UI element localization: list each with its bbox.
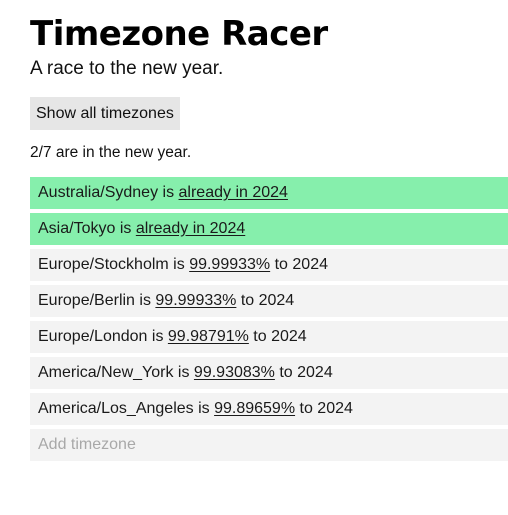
timezone-row: Asia/Tokyo is already in 2024 <box>30 213 508 245</box>
timezone-row: America/Los_Angeles is 99.89659% to 2024 <box>30 393 508 425</box>
timezone-list: Australia/Sydney is already in 2024 Asia… <box>30 177 508 461</box>
timezone-row: Europe/Stockholm is 99.99933% to 2024 <box>30 249 508 281</box>
add-timezone-input[interactable] <box>30 429 508 461</box>
timezone-name: Australia/Sydney <box>38 184 159 201</box>
timezone-progress: 99.93083% <box>193 364 275 381</box>
timezone-progress: 99.98791% <box>167 328 249 345</box>
timezone-row: Europe/London is 99.98791% to 2024 <box>30 321 508 353</box>
timezone-status: already in 2024 <box>178 184 288 201</box>
timezone-connector: is <box>134 292 156 309</box>
timezone-connector: is <box>115 220 136 237</box>
timezone-name: Europe/London <box>38 328 148 345</box>
timezone-name: America/Los_Angeles <box>38 400 194 417</box>
page-title: Timezone Racer <box>30 14 328 54</box>
timezone-name: Europe/Stockholm <box>38 256 169 273</box>
timezone-name: America/New_York <box>38 364 174 381</box>
timezone-suffix: to 2024 <box>295 400 353 417</box>
page: Timezone Racer A race to the new year. S… <box>30 14 508 461</box>
timezone-name: Europe/Berlin <box>38 292 135 309</box>
timezone-row: America/New_York is 99.93083% to 2024 <box>30 357 508 389</box>
timezone-row: Australia/Sydney is already in 2024 <box>30 177 508 209</box>
timezone-connector: is <box>158 184 179 201</box>
timezone-suffix: to 2024 <box>248 328 307 345</box>
timezone-connector: is <box>193 400 215 417</box>
timezone-suffix: to 2024 <box>274 364 333 381</box>
timezone-status: already in 2024 <box>135 220 246 237</box>
timezone-connector: is <box>147 328 168 345</box>
progress-summary: 2/7 are in the new year. <box>30 144 192 161</box>
timezone-progress: 99.99933% <box>155 292 237 309</box>
timezone-progress: 99.89659% <box>214 400 296 417</box>
page-subtitle: A race to the new year. <box>30 58 224 79</box>
timezone-progress: 99.99933% <box>189 256 271 273</box>
timezone-suffix: to 2024 <box>270 256 328 273</box>
show-all-timezones-button[interactable]: Show all timezones <box>30 97 180 130</box>
timezone-connector: is <box>173 364 194 381</box>
timezone-connector: is <box>168 256 190 273</box>
timezone-suffix: to 2024 <box>236 292 295 309</box>
timezone-row: Europe/Berlin is 99.99933% to 2024 <box>30 285 508 317</box>
timezone-name: Asia/Tokyo <box>38 220 116 237</box>
